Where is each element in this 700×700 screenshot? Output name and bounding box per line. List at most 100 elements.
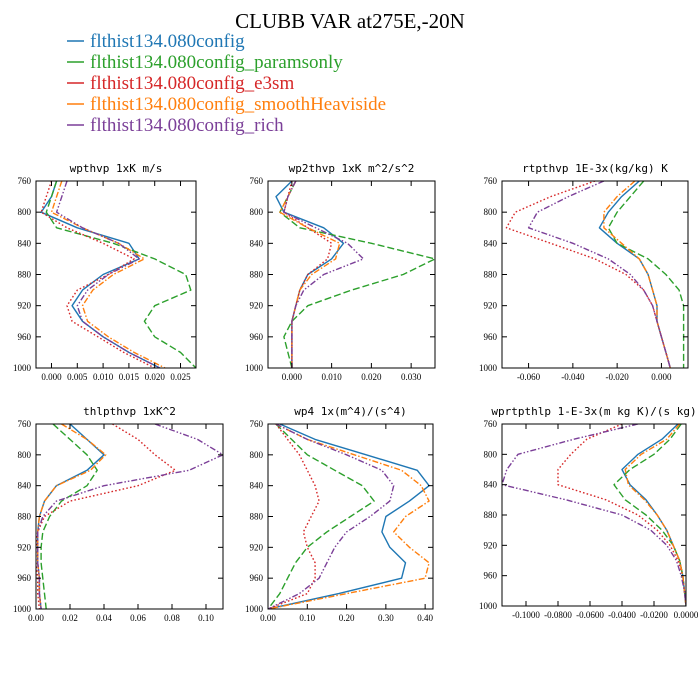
x-tick-label: 0.0000 xyxy=(674,610,699,620)
y-tick-label: 800 xyxy=(18,450,32,460)
x-tick-label: 0.30 xyxy=(378,613,394,623)
series-line xyxy=(268,424,375,609)
y-tick-label: 960 xyxy=(250,573,264,583)
y-tick-label: 800 xyxy=(484,207,498,217)
x-tick-label: 0.015 xyxy=(119,372,140,382)
series-line xyxy=(613,424,686,606)
y-tick-label: 920 xyxy=(250,542,264,552)
legend-entry: flthist134.080config_paramsonly xyxy=(67,52,343,73)
y-tick-label: 840 xyxy=(18,238,32,248)
series-line xyxy=(268,424,395,609)
panel: rtpthvp 1E-3x(kg/kg) K 760 800 840 880 920 960… xyxy=(479,162,689,382)
x-tick-label: 0.020 xyxy=(145,372,166,382)
y-tick-label: 800 xyxy=(250,450,264,460)
series-line xyxy=(279,181,435,368)
y-tick-label: 960 xyxy=(18,332,32,342)
x-tick-label: -0.0600 xyxy=(576,610,604,620)
x-tick-label: -0.1000 xyxy=(512,610,540,620)
y-tick-label: 1000 xyxy=(479,601,498,611)
panel: wp2thvp 1xK m^2/s^2 760 800 840 880 920 960 100… xyxy=(245,162,436,382)
figure-title: CLUBB VAR at275E,-20N xyxy=(235,9,465,33)
x-tick-label: -0.020 xyxy=(606,372,630,382)
x-tick-label: 0.00 xyxy=(260,613,276,623)
x-tick-label: -0.0400 xyxy=(608,610,636,620)
panel-title: thlpthvp 1xK^2 xyxy=(83,405,176,418)
legend-entry: flthist134.080config_rich xyxy=(67,115,284,136)
series-line xyxy=(607,181,685,368)
x-tick-label: 0.40 xyxy=(417,613,433,623)
x-tick-label: 0.04 xyxy=(96,613,112,623)
x-tick-label: 0.000 xyxy=(651,372,672,382)
legend-label: flthist134.080config xyxy=(90,31,245,52)
y-tick-label: 960 xyxy=(18,573,32,583)
panel-frame xyxy=(35,180,197,369)
y-tick-label: 800 xyxy=(18,207,32,217)
panel-frame xyxy=(501,180,689,369)
y-tick-label: 1000 xyxy=(13,604,32,614)
x-tick-label: 0.000 xyxy=(282,372,303,382)
y-tick-label: 840 xyxy=(484,480,498,490)
y-tick-label: 920 xyxy=(484,540,498,550)
x-tick-label: 0.02 xyxy=(62,613,78,623)
x-tick-label: 0.20 xyxy=(339,613,355,623)
legend-label: flthist134.080config_e3sm xyxy=(90,73,294,94)
series-line xyxy=(45,181,196,368)
y-tick-label: 760 xyxy=(250,419,264,429)
series-line xyxy=(502,424,686,606)
y-tick-label: 880 xyxy=(250,270,264,280)
series-line xyxy=(55,181,161,368)
series-line xyxy=(283,181,365,368)
legend: flthist134.080configflthist134.080config… xyxy=(67,31,386,136)
legend-label: flthist134.080config_smoothHeaviside xyxy=(90,94,386,115)
panel-title: rtpthvp 1E-3x(kg/kg) K xyxy=(522,162,668,175)
y-tick-label: 1000 xyxy=(245,604,264,614)
series-line xyxy=(36,424,177,609)
series-line xyxy=(40,424,98,609)
panel-frame xyxy=(267,180,436,369)
y-tick-label: 880 xyxy=(18,270,32,280)
x-tick-label: -0.040 xyxy=(561,372,585,382)
panel-frame xyxy=(35,423,224,610)
y-tick-label: 760 xyxy=(18,176,32,186)
panel: wp4 1x(m^4)/(s^4)76080084088092096010000… xyxy=(245,405,434,623)
y-tick-label: 920 xyxy=(484,301,498,311)
panel-title: wpthvp 1xK m/s xyxy=(70,162,163,175)
y-tick-label: 800 xyxy=(250,207,264,217)
series-line xyxy=(283,181,333,368)
y-tick-label: 880 xyxy=(484,270,498,280)
x-tick-label: 0.010 xyxy=(93,372,114,382)
series-line xyxy=(40,181,156,368)
x-tick-label: 0.08 xyxy=(164,613,180,623)
y-tick-label: 760 xyxy=(484,419,498,429)
panel: thlpthvp 1xK^2 760 800 840 880 920 960 10000.00… xyxy=(13,405,224,623)
series-line xyxy=(268,424,430,609)
series-line xyxy=(268,424,320,609)
panel-title: wprtpthlp 1-E-3x(m kg K)/(s kg) xyxy=(491,405,696,418)
series-line xyxy=(268,424,430,609)
y-tick-label: 840 xyxy=(484,238,498,248)
y-tick-label: 920 xyxy=(250,301,264,311)
x-tick-label: 0.00 xyxy=(28,613,44,623)
panel: wpthvp 1xK m/s 760 800 840 880 920 960 1000 0.00… xyxy=(13,162,197,382)
series-line xyxy=(603,181,671,368)
legend-label: flthist134.080config_paramsonly xyxy=(90,52,343,73)
y-tick-label: 960 xyxy=(484,332,498,342)
x-tick-label: 0.10 xyxy=(198,613,214,623)
x-tick-label: -0.0800 xyxy=(544,610,572,620)
legend-entry: flthist134.080config_smoothHeaviside xyxy=(67,94,386,115)
series-line xyxy=(624,424,686,606)
y-tick-label: 840 xyxy=(250,238,264,248)
x-tick-label: 0.025 xyxy=(170,372,191,382)
series-line xyxy=(37,424,107,609)
x-tick-label: 0.06 xyxy=(130,613,146,623)
panel-title: wp4 1x(m^4)/(s^4) xyxy=(294,405,407,418)
y-tick-label: 800 xyxy=(484,449,498,459)
legend-label: flthist134.080config_rich xyxy=(90,115,284,136)
y-tick-label: 880 xyxy=(250,512,264,522)
y-tick-label: 1000 xyxy=(479,363,498,373)
y-tick-label: 760 xyxy=(250,176,264,186)
y-tick-label: 1000 xyxy=(13,363,32,373)
y-tick-label: 880 xyxy=(18,512,32,522)
y-tick-label: 760 xyxy=(484,176,498,186)
